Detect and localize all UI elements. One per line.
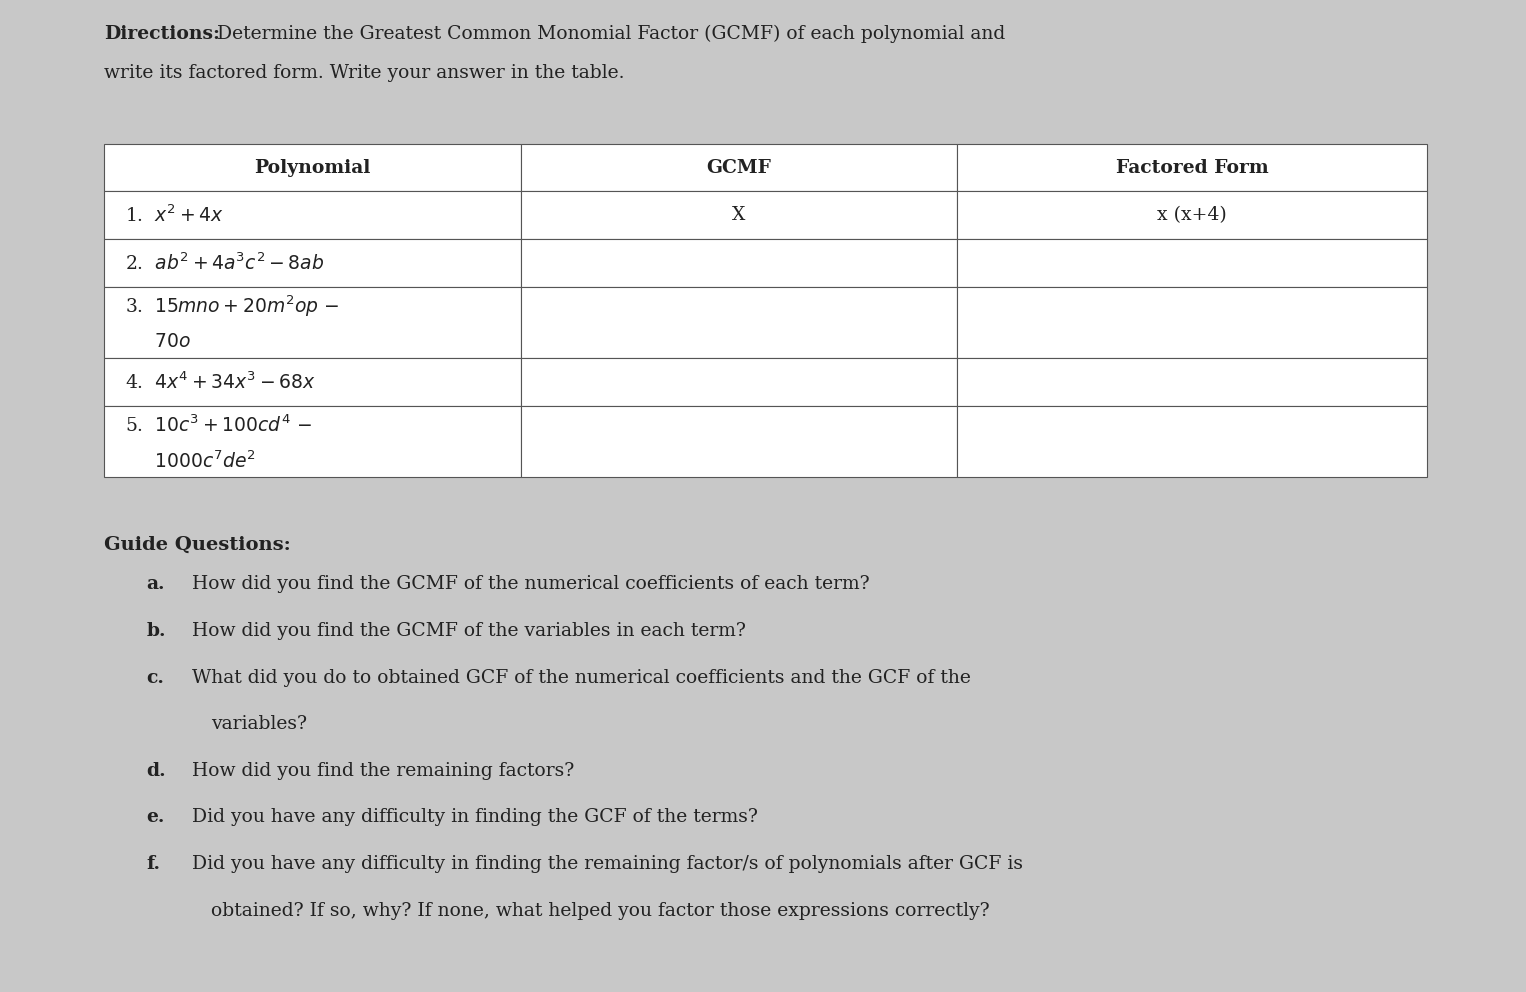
Text: Guide Questions:: Guide Questions:	[104, 536, 290, 554]
Text: How did you find the remaining factors?: How did you find the remaining factors?	[192, 762, 574, 780]
Text: obtained? If so, why? If none, what helped you factor those expressions correctl: obtained? If so, why? If none, what help…	[211, 902, 989, 920]
Text: How did you find the GCMF of the variables in each term?: How did you find the GCMF of the variabl…	[192, 622, 746, 640]
Text: Directions:: Directions:	[104, 25, 220, 43]
Text: 4.  $4x^4 + 34x^3 - 68x$: 4. $4x^4 + 34x^3 - 68x$	[125, 371, 316, 393]
Text: X: X	[732, 206, 746, 224]
Text: Did you have any difficulty in finding the remaining factor/s of polynomials aft: Did you have any difficulty in finding t…	[192, 855, 1024, 873]
Text: 1.  $x^2 + 4x$: 1. $x^2 + 4x$	[125, 204, 223, 226]
Text: How did you find the GCMF of the numerical coefficients of each term?: How did you find the GCMF of the numeric…	[192, 575, 870, 593]
Text: f.: f.	[146, 855, 160, 873]
Text: Factored Form: Factored Form	[1116, 159, 1268, 177]
Text: variables?: variables?	[211, 715, 307, 733]
Text: write its factored form. Write your answer in the table.: write its factored form. Write your answ…	[104, 64, 624, 82]
Text: 2.  $ab^2 + 4a^3c^2 - 8ab$: 2. $ab^2 + 4a^3c^2 - 8ab$	[125, 252, 324, 274]
Text: GCMF: GCMF	[707, 159, 771, 177]
Text: 3.  $15mno + 20m^2op$ $-$: 3. $15mno + 20m^2op$ $-$	[125, 294, 339, 319]
Text: a.: a.	[146, 575, 165, 593]
Text: c.: c.	[146, 669, 165, 686]
Text: Determine the Greatest Common Monomial Factor (GCMF) of each polynomial and: Determine the Greatest Common Monomial F…	[211, 25, 1004, 43]
Text: Did you have any difficulty in finding the GCF of the terms?: Did you have any difficulty in finding t…	[192, 808, 758, 826]
Text: 5.  $10c^3 + 100cd^4$ $-$: 5. $10c^3 + 100cd^4$ $-$	[125, 415, 311, 436]
Text: d.: d.	[146, 762, 166, 780]
Text: $1000c^7de^2$: $1000c^7de^2$	[125, 450, 256, 472]
Text: Polynomial: Polynomial	[253, 159, 371, 177]
Text: b.: b.	[146, 622, 166, 640]
Text: e.: e.	[146, 808, 165, 826]
Text: x (x+4): x (x+4)	[1157, 206, 1227, 224]
Text: $70o$: $70o$	[125, 333, 191, 351]
Text: What did you do to obtained GCF of the numerical coefficients and the GCF of the: What did you do to obtained GCF of the n…	[192, 669, 971, 686]
